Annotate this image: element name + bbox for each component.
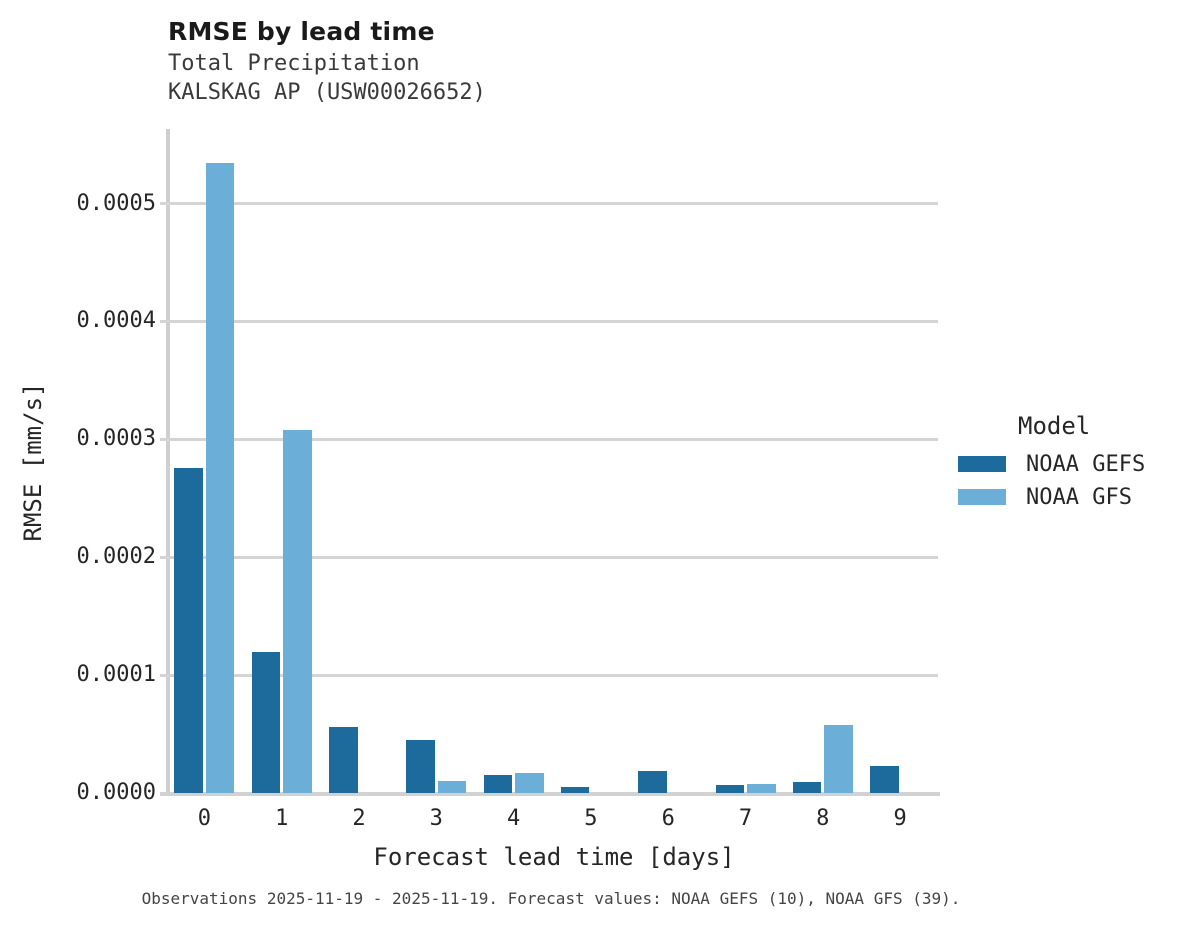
bar-noaa-gefs-lead-7 (715, 784, 744, 793)
bar-noaa-gfs-lead-8 (824, 724, 853, 793)
chart-title: RMSE by lead time (168, 17, 435, 46)
chart-subtitle-station: KALSKAG AP (USW00026652) (168, 80, 486, 105)
x-tick-label: 1 (275, 806, 289, 831)
bar-noaa-gfs-lead-7 (747, 783, 776, 793)
x-tick-label: 7 (738, 806, 753, 831)
bar-noaa-gefs-lead-9 (870, 766, 899, 793)
y-axis-spine (166, 129, 170, 794)
y-tick-label: 0.0001 (76, 662, 156, 688)
x-tick-label: 2 (352, 806, 366, 831)
y-tick-label: 0.0002 (76, 544, 156, 570)
legend-swatch-noaa-gfs (958, 489, 1006, 505)
gridline (160, 437, 938, 441)
x-tick-label: 0 (197, 806, 212, 831)
chart-subtitle-variable: Total Precipitation (168, 51, 420, 76)
x-axis-line (160, 791, 940, 796)
bar-noaa-gefs-lead-0 (174, 467, 203, 793)
bar-noaa-gfs-lead-0 (205, 163, 235, 793)
bar-noaa-gefs-lead-2 (329, 726, 358, 793)
legend-label-noaa-gfs: NOAA GFS (1026, 485, 1132, 510)
legend-swatch-noaa-gefs (958, 456, 1006, 472)
y-tick-label: 0.0003 (76, 426, 156, 452)
gridline (160, 555, 938, 559)
x-tick-label: 3 (429, 806, 443, 831)
gridline (160, 673, 938, 677)
x-tick-label: 6 (661, 806, 675, 831)
bar-noaa-gefs-lead-5 (560, 787, 590, 793)
bar-noaa-gfs-lead-4 (515, 772, 544, 793)
x-tick-label: 4 (506, 806, 521, 831)
x-tick-label: 5 (584, 806, 598, 831)
bar-noaa-gefs-lead-1 (251, 651, 281, 793)
bar-noaa-gefs-lead-8 (792, 781, 822, 793)
caption: Observations 2025-11-19 - 2025-11-19. Fo… (141, 889, 961, 908)
bar-noaa-gefs-lead-6 (638, 770, 667, 793)
x-tick-label: 9 (893, 806, 907, 831)
y-axis-title: RMSE [mm/s] (19, 382, 47, 542)
legend-title: Model (1018, 412, 1091, 440)
bar-noaa-gefs-lead-3 (406, 739, 435, 793)
y-tick-label: 0.0004 (76, 308, 156, 334)
x-axis-title: Forecast lead time [days] (373, 843, 735, 871)
bar-noaa-gefs-lead-4 (483, 775, 513, 793)
legend-label-noaa-gefs: NOAA GEFS (1026, 452, 1146, 477)
bar-noaa-gfs-lead-3 (437, 781, 467, 793)
x-tick-label: 8 (816, 806, 830, 831)
gridline (160, 319, 938, 323)
y-tick-label: 0.0000 (76, 780, 156, 805)
gridline (160, 202, 938, 205)
y-tick-label: 0.0005 (76, 190, 156, 216)
bar-noaa-gfs-lead-1 (283, 429, 312, 793)
